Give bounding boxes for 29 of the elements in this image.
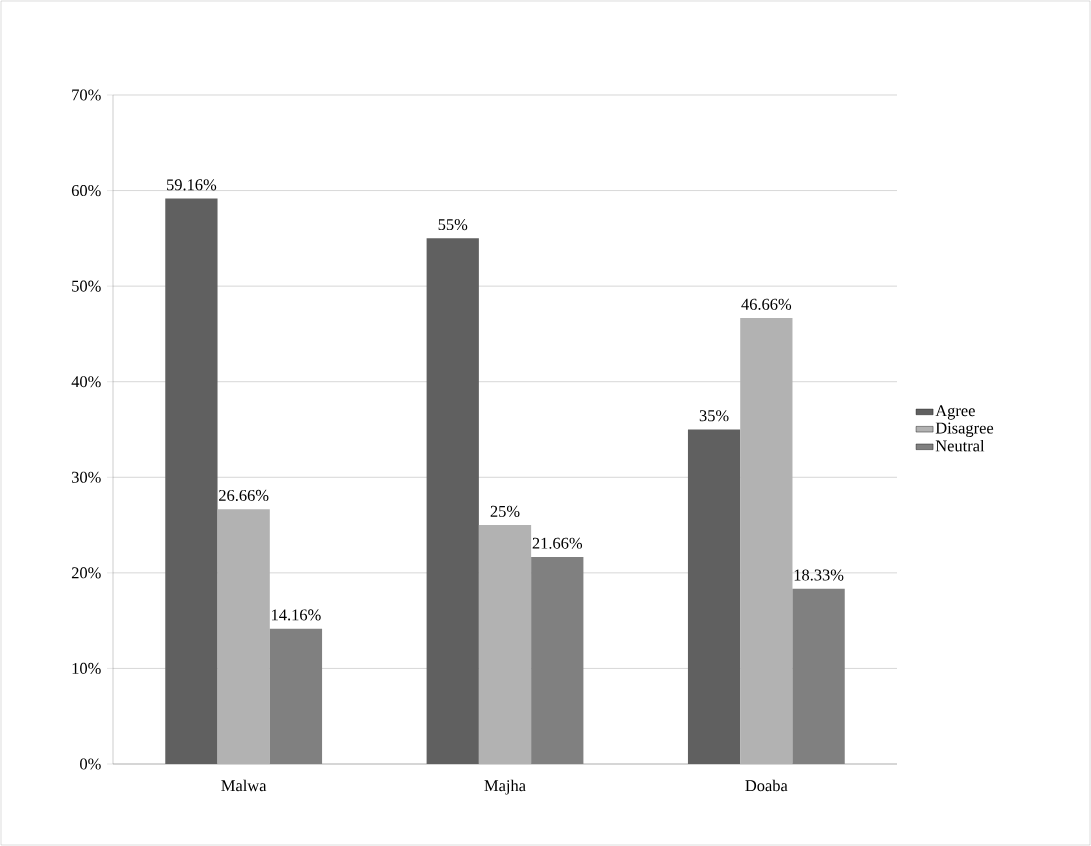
- legend-label: Disagree: [935, 422, 994, 437]
- y-tick-label: 0%: [80, 758, 101, 770]
- legend-label: Agree: [935, 405, 975, 420]
- y-tick-label: 30%: [71, 471, 101, 483]
- data-label: 14.16%: [272, 609, 321, 621]
- y-tick-label: 40%: [71, 376, 101, 388]
- bar: [740, 318, 793, 764]
- data-label: 18.33%: [794, 569, 844, 581]
- bar: [478, 525, 532, 764]
- y-tick-label: 10%: [72, 662, 101, 674]
- data-label: 21.66%: [532, 537, 583, 549]
- y-tick-label: 70%: [72, 89, 101, 101]
- y-tick-label: 60%: [71, 184, 101, 197]
- x-tick-label: Doaba: [745, 779, 788, 792]
- data-label: 25%: [490, 505, 520, 517]
- data-label: 59.16%: [167, 179, 217, 191]
- y-tick-label: 20%: [71, 567, 101, 579]
- bar: [687, 429, 741, 764]
- x-tick-label: Majha: [484, 779, 526, 795]
- bar: [165, 198, 218, 764]
- data-label: 46.66%: [741, 298, 792, 310]
- y-tick-label: 50%: [72, 280, 101, 292]
- legend-label: Neutral: [935, 439, 985, 452]
- data-label: 55%: [438, 219, 468, 231]
- data-label: 26.66%: [219, 489, 269, 502]
- data-label: 35%: [699, 410, 729, 422]
- bar: [426, 238, 479, 764]
- bar: [217, 509, 270, 764]
- x-tick-label: Malwa: [221, 779, 267, 792]
